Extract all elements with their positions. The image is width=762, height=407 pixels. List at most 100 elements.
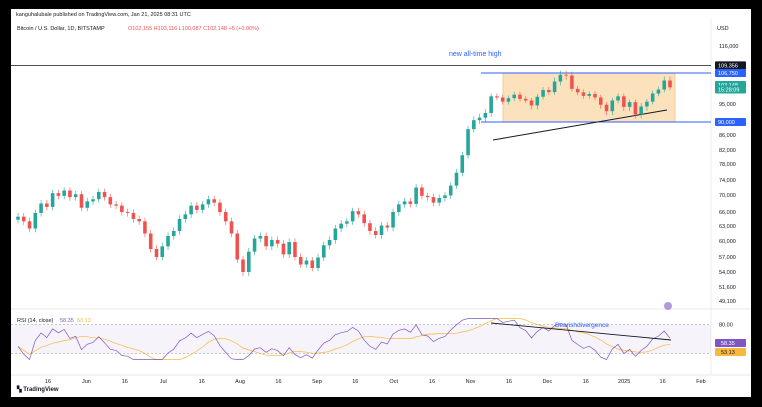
y-tick-label: 82,000 [719, 148, 736, 154]
y-tick-label: 116,000 [719, 44, 738, 50]
candle-body [258, 236, 263, 239]
candle-body [218, 202, 222, 212]
published-line: kanguhalubale published on TradingView.c… [16, 12, 191, 18]
candle-body [102, 192, 107, 198]
rsi-ma-tag-label: 53.13 [721, 350, 735, 356]
candle-body [639, 106, 643, 115]
x-tick-label: 16 [429, 379, 435, 385]
rsi-tick-label: 80.00 [719, 322, 733, 328]
candle-body [212, 199, 216, 203]
x-tick-label: Oct [389, 379, 398, 385]
candle-body [547, 90, 551, 93]
candle-body [339, 223, 343, 229]
candle-body [552, 81, 557, 93]
rsi-band [11, 324, 711, 354]
candle-body [131, 212, 136, 219]
candle-body [148, 233, 153, 249]
candle-body [304, 260, 309, 265]
candle-body [368, 223, 372, 231]
candle-body [73, 194, 78, 198]
divergence-line [490, 322, 672, 341]
candle-body [327, 240, 332, 246]
candle-body [431, 197, 436, 203]
candle-body [345, 221, 349, 224]
candle-body [489, 96, 493, 113]
candle-body [96, 192, 101, 200]
x-tick-label: 16 [352, 379, 358, 385]
price-tag-label: 109,356 [718, 63, 738, 69]
candle-body [45, 203, 49, 207]
candle-body [650, 93, 655, 102]
y-tick-label: 66,000 [719, 210, 736, 216]
candle-body [166, 236, 170, 247]
candle-body [322, 245, 326, 258]
rsi-tag-box [715, 339, 746, 347]
candle-body [125, 212, 130, 213]
candle-body [443, 195, 447, 198]
y-tick-label: 60,000 [719, 239, 736, 245]
candle-body [373, 231, 378, 235]
candle-body [114, 204, 118, 206]
x-tick-label: 16 [275, 379, 281, 385]
candle-body [21, 216, 26, 222]
candle-body [298, 257, 303, 265]
ath-annotation: new all-time high [449, 51, 502, 58]
candle-body [518, 94, 522, 99]
x-tick-label: 2025 [618, 379, 630, 385]
candle-body [183, 214, 188, 219]
y-tick-label: 78,000 [719, 162, 736, 168]
candle-body [235, 233, 240, 260]
candle-body [91, 199, 95, 202]
candle-body [558, 74, 563, 82]
candle-body [408, 201, 413, 204]
trend-line [492, 109, 668, 141]
candle-body [160, 246, 165, 257]
candle-body [120, 205, 124, 212]
candle-body [56, 193, 61, 196]
candle-body [350, 211, 355, 222]
candle-body [310, 260, 315, 268]
candle-body [293, 242, 297, 257]
candle-body [523, 98, 528, 101]
candle-body [68, 190, 72, 198]
candle-body [229, 221, 234, 234]
candle-body [622, 96, 626, 107]
candle-body [177, 219, 182, 231]
y-tick-label: 54,000 [719, 270, 736, 276]
candle-body [535, 96, 540, 106]
candle-body [500, 97, 505, 102]
candle-body [241, 259, 245, 272]
candle-body [333, 228, 338, 240]
candle-body [477, 117, 482, 121]
candle-body [391, 212, 395, 228]
candle-body [195, 205, 199, 210]
y-tick-label: 51,600 [719, 285, 736, 291]
price-tag-label: 15:28:09 [718, 88, 739, 94]
y-tick-label: 74,000 [719, 178, 736, 184]
candle-body [39, 203, 43, 213]
candle-body [483, 113, 488, 118]
price-tag-box [715, 61, 746, 70]
candle-body [27, 221, 32, 229]
candle-body [616, 96, 620, 101]
candle-body [264, 236, 268, 247]
candle-body [570, 75, 574, 89]
candle-body [575, 88, 580, 93]
candle-body [506, 98, 511, 102]
candle-body [385, 225, 390, 228]
x-tick-label: 16 [199, 379, 205, 385]
price-tag-box [715, 69, 746, 77]
y-tick-label: 49,100 [719, 299, 736, 305]
candle-body [466, 129, 470, 156]
candle-body [379, 225, 384, 235]
candle-body [402, 201, 407, 205]
currency-label: USD [717, 26, 729, 32]
candle-body [627, 102, 632, 107]
x-tick-label: Jul [160, 379, 167, 385]
candle-body [645, 101, 649, 107]
price-chart[interactable]: new all-time high116,000106,750103,14895… [11, 9, 751, 397]
candle-body [270, 240, 274, 247]
candle-body [33, 212, 38, 229]
candle-body [154, 249, 159, 257]
candle-body [397, 204, 401, 212]
